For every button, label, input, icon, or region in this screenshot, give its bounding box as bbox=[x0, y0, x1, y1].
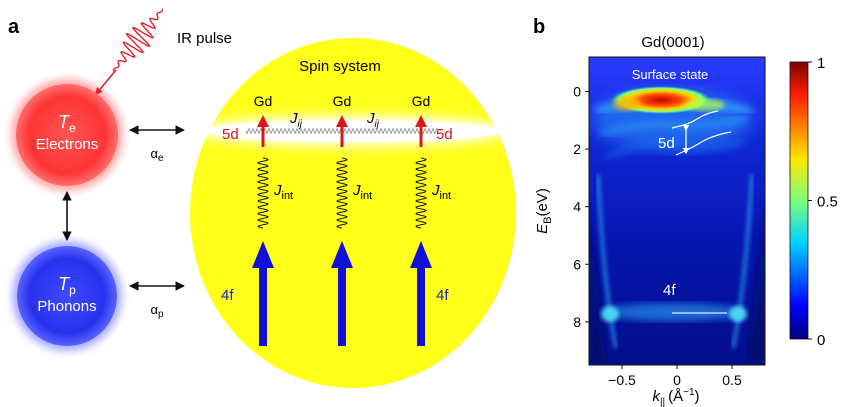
spin-4f-arrow bbox=[417, 262, 425, 346]
spin-5d-arrowhead bbox=[415, 115, 427, 127]
gd-atom-label: Gd bbox=[333, 93, 352, 109]
jint-spring bbox=[336, 157, 348, 229]
panel-b: b Gd(0001) Surface s bbox=[533, 16, 838, 407]
y-tick-label: 2 bbox=[573, 141, 581, 157]
phonons-reservoir: Tp Phonons bbox=[12, 241, 122, 351]
spin-4f-arrow bbox=[338, 262, 346, 346]
x-tick-label: 0.5 bbox=[722, 372, 742, 388]
y-tick-label: 6 bbox=[573, 256, 581, 272]
spin-4f-arrow bbox=[259, 262, 267, 346]
ir-pulse-icon bbox=[112, 8, 164, 72]
spin-5d-arrowhead bbox=[336, 115, 348, 127]
label-4f-right: 4f bbox=[436, 287, 449, 304]
electrons-reservoir: Te Electrons bbox=[11, 79, 123, 191]
label-5d-left: 5d bbox=[222, 126, 239, 143]
y-axis: 0 2 4 6 8 bbox=[573, 84, 589, 330]
colorbar-tick-label: 1 bbox=[817, 55, 825, 72]
colorbar bbox=[789, 61, 809, 340]
band-4f-label: 4f bbox=[663, 282, 676, 299]
spin-4f-arrowhead bbox=[410, 241, 432, 268]
gd-atom-label: Gd bbox=[412, 93, 431, 109]
gd-atom-label: Gd bbox=[254, 93, 273, 109]
jint-label: Jint bbox=[273, 182, 293, 202]
y-axis-label: EB(eV) bbox=[534, 188, 554, 234]
ir-pulse-label: IR pulse bbox=[177, 30, 232, 47]
4f-level bbox=[603, 303, 743, 321]
colorbar-ticks: 10.50 bbox=[808, 55, 838, 349]
jij-label: Jij bbox=[366, 110, 380, 130]
arpes-heatmap bbox=[589, 57, 765, 365]
x-axis: −0.5 0 0.5 bbox=[608, 365, 742, 388]
panel-a: a IR pulse Te Electrons Tp Phonons αe αp bbox=[8, 8, 516, 388]
label-5d-right: 5d bbox=[436, 126, 453, 143]
y-tick-label: 8 bbox=[573, 314, 581, 330]
jint-label: Jint bbox=[352, 182, 372, 202]
spin-system: Spin system Gd Gd Gd Jij Jij 5d 5d Jint … bbox=[190, 38, 516, 388]
electrons-temperature: Te bbox=[58, 112, 76, 135]
alpha-p-label: αp bbox=[150, 302, 164, 320]
band-5d-label: 5d bbox=[658, 135, 675, 152]
jint-spring bbox=[415, 157, 427, 229]
panel-label-b: b bbox=[533, 16, 545, 38]
x-tick-label: −0.5 bbox=[608, 372, 636, 388]
spin-4f-arrowhead bbox=[252, 241, 274, 268]
x-tick-label: 0 bbox=[673, 372, 681, 388]
spin-system-title: Spin system bbox=[299, 58, 381, 75]
spin-5d-arrowhead bbox=[257, 115, 269, 127]
chart-title: Gd(0001) bbox=[641, 34, 704, 51]
alpha-e-label: αe bbox=[150, 146, 164, 164]
y-tick-label: 4 bbox=[573, 199, 581, 215]
y-tick-label: 0 bbox=[573, 84, 581, 100]
surface-state-label: Surface state bbox=[632, 67, 709, 82]
panel-label-a: a bbox=[8, 16, 20, 38]
spin-4f-arrowhead bbox=[331, 241, 353, 268]
x-axis-label: k|| (Å−1) bbox=[652, 387, 699, 407]
phonons-label: Phonons bbox=[37, 298, 96, 315]
label-4f-left: 4f bbox=[221, 287, 234, 304]
colorbar-tick-label: 0.5 bbox=[817, 194, 838, 211]
5d-majority-band bbox=[671, 110, 719, 129]
colorbar-tick-label: 0 bbox=[817, 332, 825, 349]
phonons-temperature: Tp bbox=[58, 274, 76, 297]
jij-label: Jij bbox=[289, 110, 303, 130]
jint-label: Jint bbox=[431, 182, 451, 202]
jint-spring bbox=[257, 157, 269, 229]
electrons-label: Electrons bbox=[36, 136, 99, 153]
